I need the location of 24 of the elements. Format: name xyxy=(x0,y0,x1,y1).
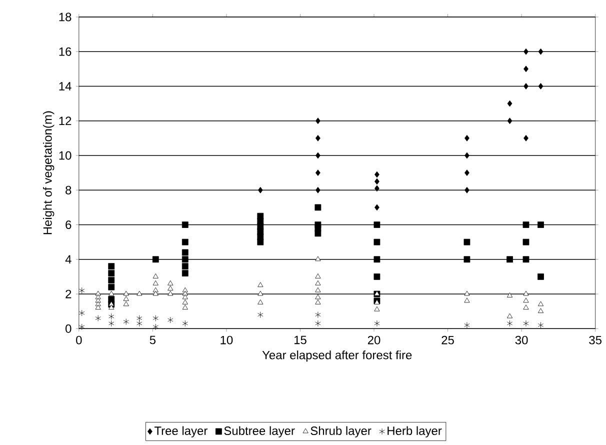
y-axis-title: Height of vegetation(m) xyxy=(43,112,54,234)
x-tick-label: 20 xyxy=(368,336,380,345)
x-tick-label: 0 xyxy=(76,336,82,345)
y-tick-label: 0 xyxy=(66,324,72,334)
x-tick-label: 5 xyxy=(150,336,156,344)
y-tick-label: 2 xyxy=(66,290,72,298)
legend-label: Herb layer xyxy=(388,426,442,438)
y-tick-label: 8 xyxy=(66,186,72,195)
legend-label: Shrub layer xyxy=(310,426,372,438)
y-tick-label: 6 xyxy=(66,220,72,230)
x-tick-label: 30 xyxy=(515,336,528,345)
y-tick-label: 4 xyxy=(65,256,72,264)
legend-label: Tree layer xyxy=(154,426,208,438)
x-axis-title: Year elapsed after forest fire xyxy=(262,350,412,362)
y-tick-label: 14 xyxy=(59,82,72,91)
x-tick-label: 15 xyxy=(294,336,306,344)
x-tick-label: 25 xyxy=(442,336,454,345)
y-tick-label: 12 xyxy=(59,116,72,126)
y-tick-label: 16 xyxy=(59,48,72,56)
y-tick-label: 10 xyxy=(59,152,72,160)
legend-label: Subtree layer xyxy=(224,426,295,438)
x-tick-label: 35 xyxy=(589,336,602,345)
y-tick-label: 18 xyxy=(59,12,72,22)
x-tick-label: 10 xyxy=(220,336,233,345)
